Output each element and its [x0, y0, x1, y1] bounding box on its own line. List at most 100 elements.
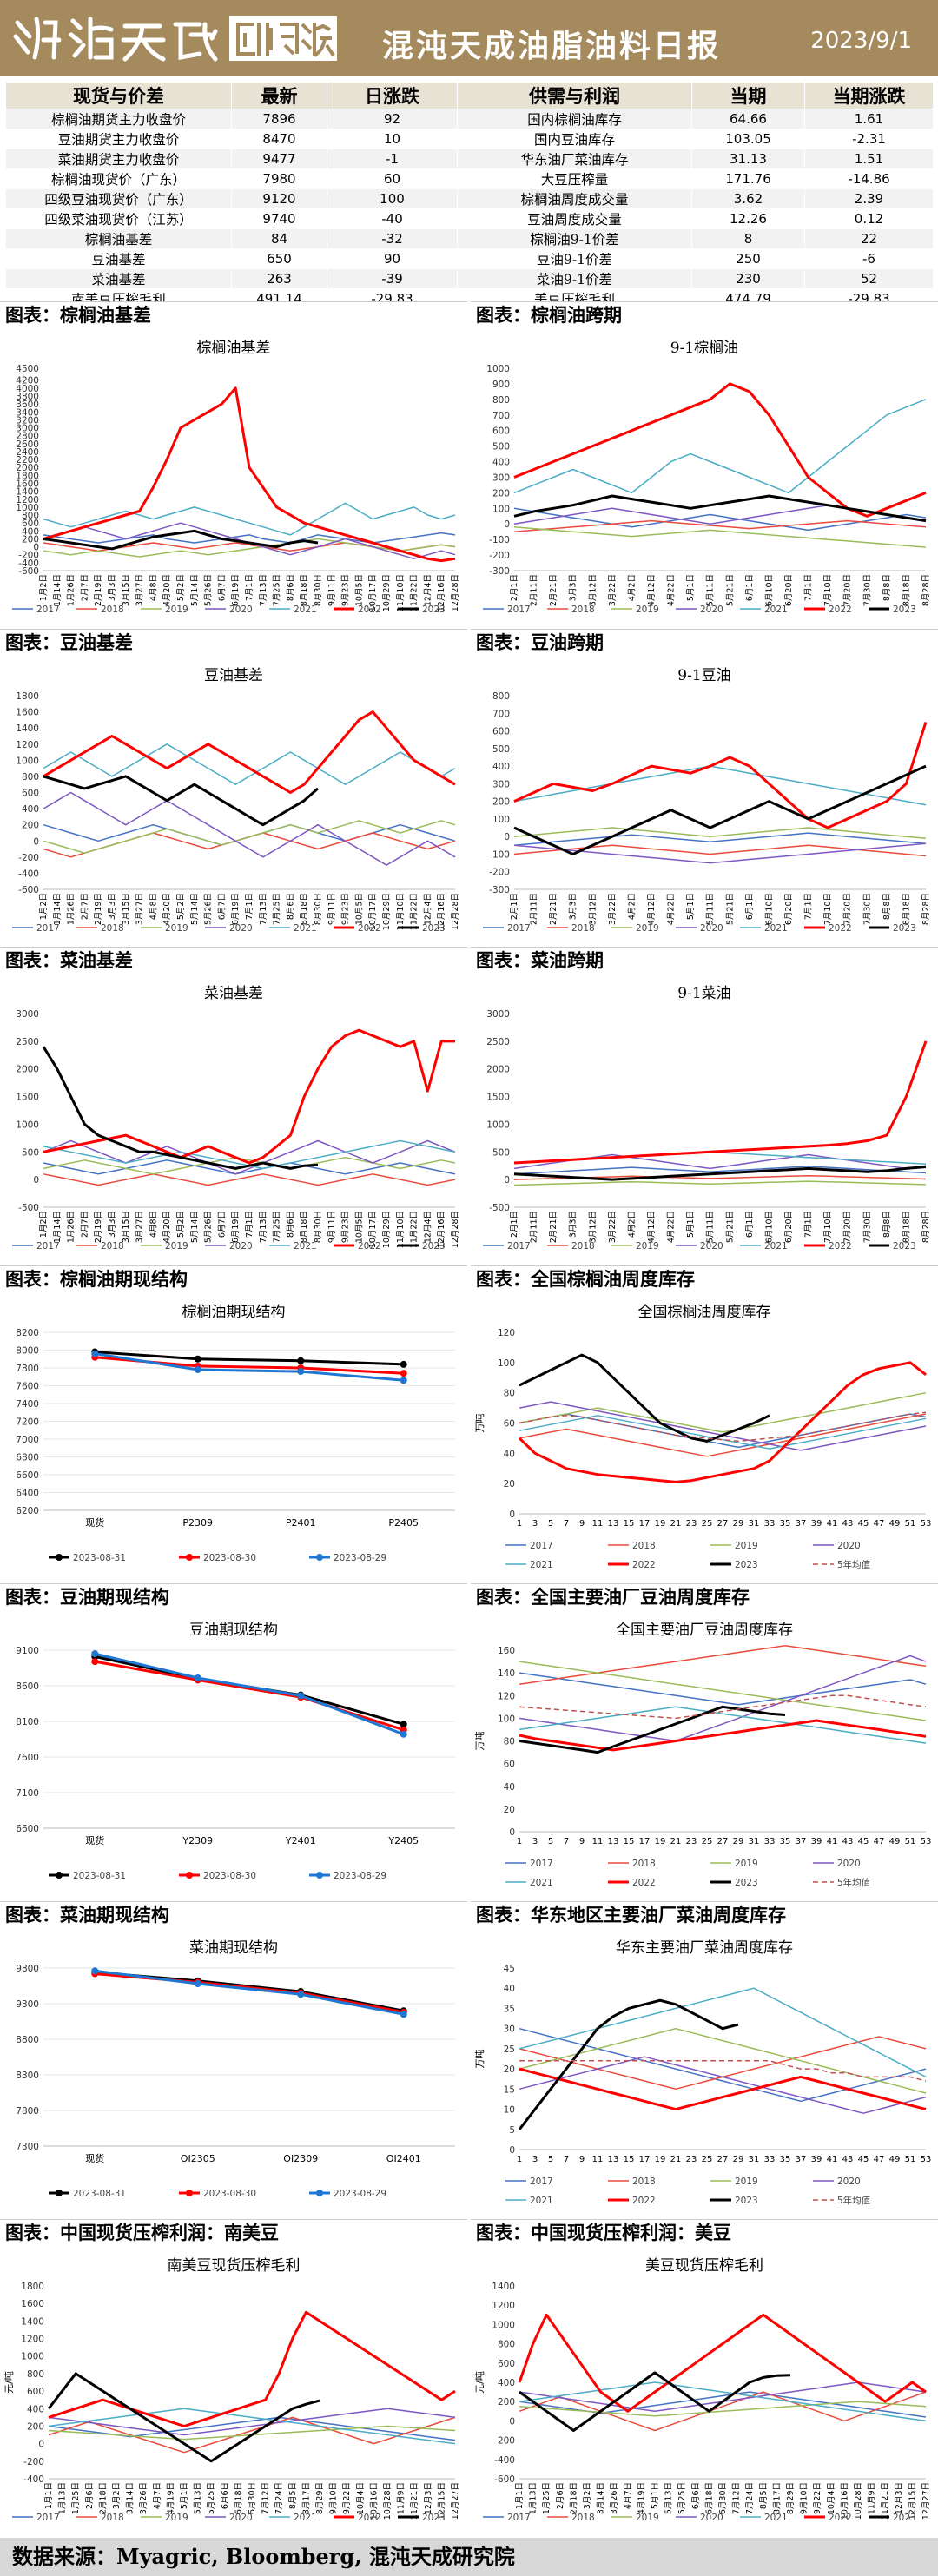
legend-label: 2019 [636, 923, 659, 934]
table-row: 棕榈油期货主力收盘价 7896 92 国内棕榈油库存 64.66 1.61 [5, 109, 934, 129]
y-tick-label: 1000 [16, 1120, 39, 1130]
x-tick-label: 2月6日 [556, 2482, 565, 2509]
table-cell: 22 [804, 228, 934, 249]
legend-marker [186, 1872, 193, 1879]
series-line-2020 [513, 1153, 927, 1170]
x-tick-label: 8月18日 [300, 1211, 309, 1243]
legend-label: 2023 [893, 604, 916, 615]
y-tick-label: -400 [23, 2474, 44, 2485]
x-tick-label: 2月19日 [94, 1211, 103, 1243]
y-tick-label: 7100 [16, 1788, 39, 1799]
x-tick-label: 53 [921, 1837, 932, 1846]
legend-label: 2023 [893, 923, 916, 934]
x-tick-label: 1月25日 [542, 2482, 552, 2514]
x-tick-label: 2月21日 [549, 893, 558, 925]
x-tick-label: 31 [749, 1519, 760, 1529]
legend-label: 2023 [735, 2196, 758, 2206]
x-tick-label: 8月29日 [786, 2482, 796, 2514]
y-tick-label: 2600 [16, 439, 39, 450]
x-tick-label: 1月25日 [71, 2482, 81, 2514]
series-line-2018 [48, 2416, 456, 2454]
series-line-2020 [43, 1139, 456, 1175]
table-cell: 豆油周度成交量 [457, 208, 692, 229]
table-header-cell: 最新 [231, 82, 327, 109]
y-tick-label: 8600 [16, 1681, 39, 1692]
legend-label: 2023 [735, 1560, 758, 1570]
table-cell: 84 [231, 228, 327, 249]
y-tick-label: 800 [22, 511, 39, 521]
x-tick-label: 10月16日 [369, 2482, 379, 2520]
y-tick-label: 7600 [16, 1753, 39, 1763]
legend-label: 2023-08-30 [203, 1871, 256, 1881]
y-tick-label: 800 [27, 2369, 44, 2380]
x-tick-label: 10月5日 [354, 574, 364, 606]
legend-label: 2017 [507, 923, 531, 934]
legend-label: 2020 [229, 1241, 253, 1252]
y-tick-label: 0 [33, 543, 39, 553]
chart-title: 华东主要油厂菜油周度库存 [616, 1939, 793, 1957]
x-tick-label: 8月5日 [759, 2482, 769, 2509]
table-cell: 10 [327, 129, 458, 149]
x-tick-label: 13 [608, 1519, 619, 1529]
x-tick-label: 7月12日 [261, 2482, 271, 2514]
legend-label: 2023 [422, 1241, 446, 1252]
legend-label: 2021 [530, 1878, 553, 1888]
x-tick-label: 6月19日 [231, 1211, 241, 1243]
x-tick-label: 1月13日 [529, 2482, 538, 2514]
x-tick-label: 6月6日 [221, 2482, 230, 2509]
y-tick-label: 400 [27, 2404, 44, 2414]
x-tick-label: 2月6日 [85, 2482, 95, 2509]
data-point [91, 1658, 99, 1666]
x-tick-label: 2月1日 [510, 1211, 519, 1238]
y-axis-label: 元/吨 [474, 2371, 486, 2394]
x-tick-label: 3 [532, 2155, 538, 2164]
y-tick-label: 3000 [486, 1009, 510, 1020]
legend-label: 2021 [294, 923, 317, 934]
x-tick-label: 6月20日 [784, 574, 794, 606]
x-tick-label: 5月26日 [204, 893, 214, 925]
chart-rapeoil-basis: 菜油基差 -500 0 500 1000 1500 2000 2500 3000 1月2日 1月14… [0, 974, 467, 1265]
series-line-2020 [513, 842, 927, 864]
x-tick-label: 7月1日 [804, 1211, 814, 1238]
series-line-2017 [519, 2027, 927, 2103]
y-tick-label: 0 [38, 2440, 44, 2450]
y-tick-label: 80 [504, 1389, 515, 1399]
y-tick-label: 500 [492, 442, 510, 452]
x-tick-label: 3月3日 [569, 574, 578, 601]
y-tick-label: 120 [498, 1328, 515, 1338]
y-tick-label: 500 [22, 1147, 39, 1158]
x-tick-label: 4月19日 [166, 2482, 175, 2514]
y-tick-label: 500 [492, 1147, 510, 1158]
x-tick-label: 9月22日 [342, 2482, 352, 2514]
x-tick-label: 3月12日 [588, 1211, 598, 1243]
y-tick-label: 2500 [486, 1037, 510, 1047]
chart-palm-inventory: 全国棕榈油周度库存 万吨 0 20 40 60 80 100 120 1 3 5 7 9 11 13 15 17 1… [471, 1292, 938, 1583]
y-tick-label: 60 [504, 1760, 515, 1770]
legend-label: 2020 [837, 2176, 861, 2187]
x-tick-label: 7月20日 [843, 893, 853, 925]
report-title: 混沌天成油脂油料日报 [382, 28, 722, 64]
y-tick-label: -500 [18, 1203, 39, 1213]
x-tick-label: 9月23日 [341, 1211, 351, 1243]
legend-label: 2022 [358, 1241, 381, 1252]
legend-marker [186, 2190, 193, 2196]
x-tick-label: 33 [764, 1519, 776, 1529]
x-tick-label: 6月18日 [234, 2482, 243, 2514]
x-tick-label: 1月2日 [39, 893, 49, 920]
data-point [297, 1357, 305, 1364]
x-tick-label: 5月21日 [725, 893, 735, 925]
table-header-cell: 当期涨跌 [804, 82, 934, 109]
x-tick-label: 13 [608, 2155, 619, 2164]
table-cell: 60 [327, 168, 458, 189]
x-tick-label: 5月2日 [176, 893, 186, 920]
x-tick-label: 5月21日 [725, 1211, 735, 1243]
table-cell: 9477 [231, 149, 327, 169]
series-line-2019 [43, 1156, 456, 1175]
y-tick-label: 2000 [16, 1065, 39, 1075]
legend-label: 2018 [632, 2176, 656, 2187]
table-cell: 菜油期货主力收盘价 [5, 149, 232, 169]
y-tick-label: 1400 [16, 723, 39, 734]
x-tick-label: 3 [532, 1837, 538, 1846]
x-tick-label: 11 [592, 1519, 604, 1529]
y-tick-label: 15 [504, 2084, 515, 2095]
